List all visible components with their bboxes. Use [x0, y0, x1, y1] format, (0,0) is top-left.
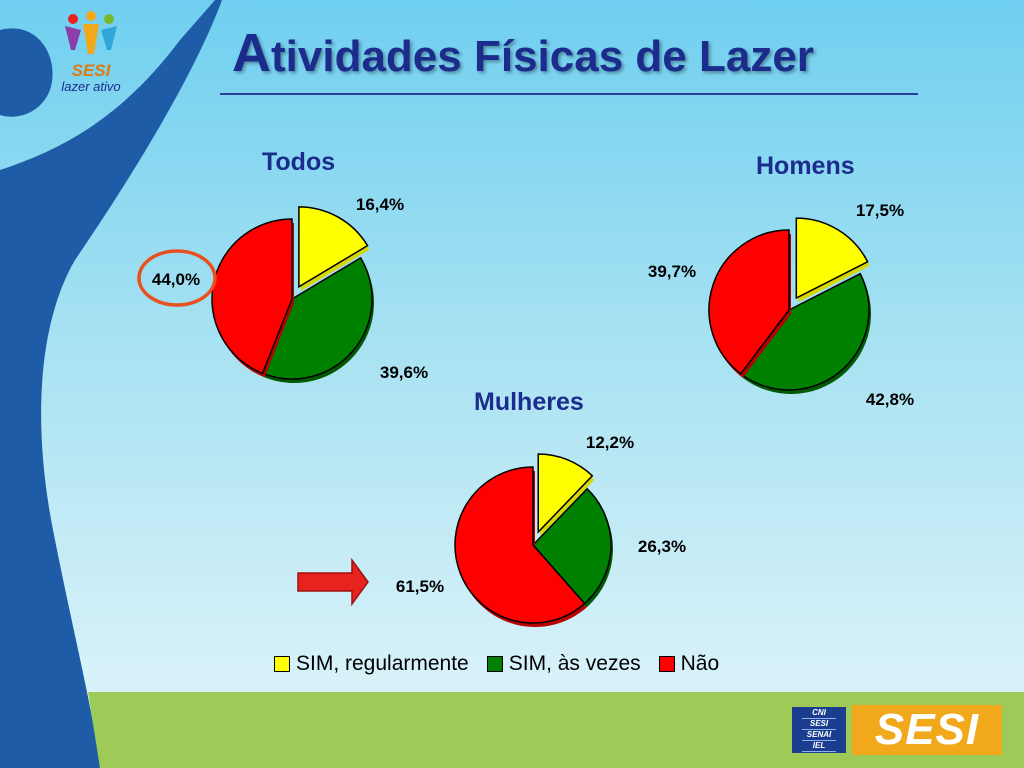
pie-mulheres-slice-1 [531, 487, 612, 605]
chart-legend: SIM, regularmente SIM, às vezes Não [274, 652, 719, 676]
chart-title-mulheres: Mulheres [474, 388, 584, 416]
pie-mulheres-label-2: 61,5% [396, 577, 444, 596]
logo-tagline-text: lazer ativo [61, 79, 121, 94]
cni-sesi-logo: CNI SESI SENAI IEL SESI [792, 705, 1002, 755]
pie-homens-slice-1 [739, 272, 870, 391]
pie-mulheres-slice-0 [537, 453, 594, 534]
legend-swatch-no [658, 656, 675, 672]
pie-todos-label-0: 16,4% [356, 195, 404, 214]
sesi-lazer-ativo-logo: SESI lazer ativo [56, 10, 126, 94]
sesi-logo: SESI [852, 705, 1002, 755]
figure-body-shape [0, 0, 222, 768]
chart-title-homens: Homens [756, 152, 855, 180]
pie-mulheres-label-1: 26,3% [638, 537, 686, 556]
highlight-arrow-icon [297, 557, 369, 607]
legend-label-no: Não [680, 652, 720, 675]
legend-item-regular: SIM, regularmente [274, 652, 469, 676]
cni-line-3: SENAI [802, 730, 836, 741]
cni-line-2: SESI [802, 719, 836, 730]
legend-item-sometimes: SIM, às vezes [486, 652, 641, 676]
highlight-circle [137, 249, 217, 307]
title-underline [220, 93, 918, 95]
pie-homens-slice-2 [708, 229, 790, 375]
pie-todos-label-2: 44,0% [152, 270, 200, 289]
pie-mulheres-slice-2 [454, 466, 586, 624]
cni-line-4: IEL [802, 741, 836, 752]
figure-head-shape [0, 28, 53, 117]
cni-line-1: CNI [802, 708, 836, 719]
title-rest: tividades Físicas de Lazer [271, 32, 814, 81]
legend-item-no: Não [658, 652, 720, 676]
legend-swatch-sometimes [486, 656, 503, 672]
pie-homens-slice-0 [795, 217, 869, 300]
pie-mulheres-label-0: 12,2% [586, 433, 634, 452]
pie-todos-label-1: 39,6% [380, 363, 428, 382]
legend-swatch-regular [274, 656, 290, 672]
cni-system-logo: CNI SESI SENAI IEL [792, 707, 846, 753]
pie-homens-label-0: 17,5% [856, 201, 904, 220]
chart-title-todos: Todos [262, 148, 336, 176]
pie-todos-slice-1 [261, 256, 373, 380]
pie-homens-label-2: 39,7% [648, 262, 696, 281]
slide-title: Atividades Físicas de Lazer [232, 22, 814, 84]
logo-brand-text: SESI [71, 61, 111, 80]
legend-label-regular: SIM, regularmente [296, 652, 469, 675]
title-initial: A [232, 23, 271, 83]
legend-label-sometimes: SIM, às vezes [508, 652, 641, 675]
grass-band [88, 692, 1024, 768]
pie-homens-label-1: 42,8% [866, 390, 914, 409]
pie-todos-slice-0 [298, 206, 369, 289]
people-figures-icon [65, 11, 117, 54]
